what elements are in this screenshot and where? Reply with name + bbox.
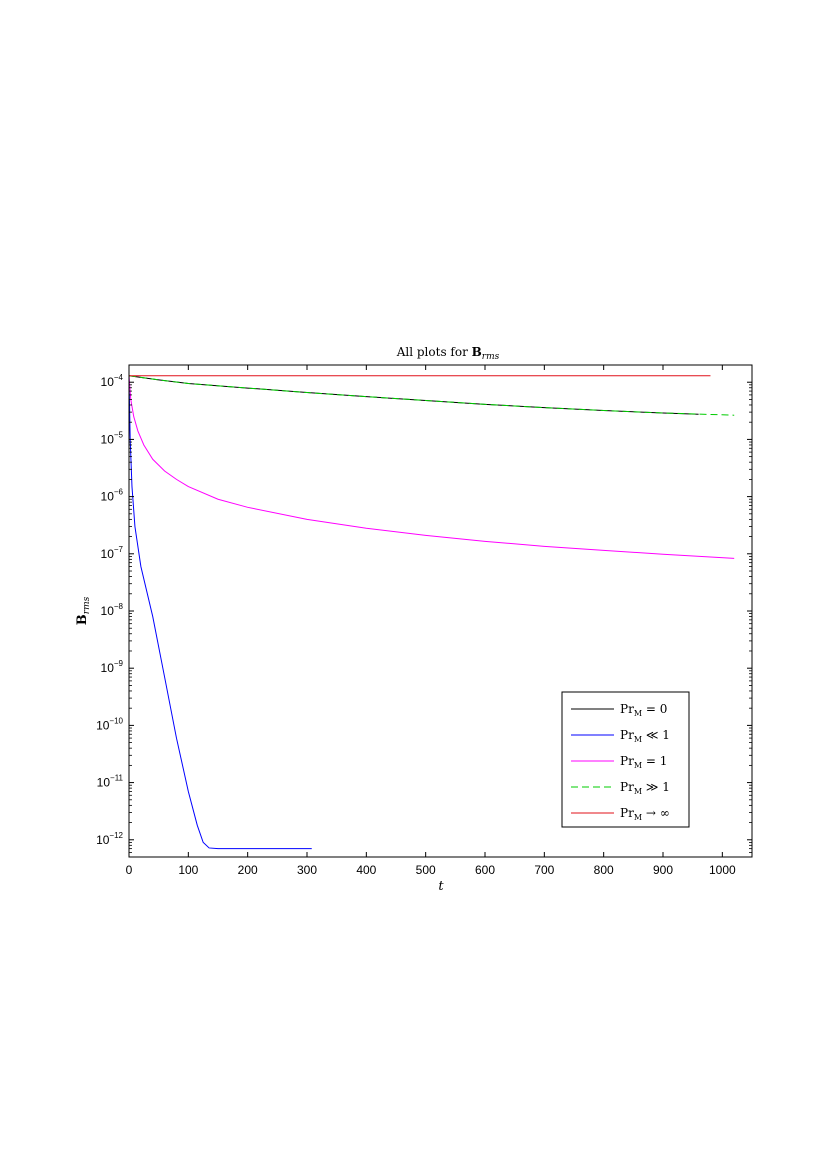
- x-tick-label: 200: [238, 863, 258, 877]
- legend-box: [561, 691, 690, 828]
- x-tick-label: 800: [594, 863, 614, 877]
- legend: PrM = 0 PrM ≪ 1 PrM = 1 PrM ≫ 1 PrM → ∞: [561, 691, 690, 828]
- x-tick-label: 700: [534, 863, 554, 877]
- y-tick-label: 10−4: [101, 373, 124, 389]
- chart-title-symbol: B: [472, 345, 482, 359]
- y-axis-label-symbol: B: [75, 614, 90, 625]
- x-tick-label: 0: [126, 863, 133, 877]
- y-tick-label: 10−7: [101, 545, 124, 561]
- series-line-2: [128, 375, 735, 559]
- y-tick-label: 10−9: [101, 659, 124, 675]
- x-tick-label: 500: [416, 863, 436, 877]
- legend-label-1: PrM ≪ 1: [620, 728, 670, 744]
- legend-label-3: PrM ≫ 1: [620, 780, 670, 796]
- series-line-0: [128, 375, 699, 415]
- legend-label-2: PrM = 1: [620, 754, 667, 770]
- series-line-1: [128, 375, 312, 850]
- y-tick-label: 10−8: [101, 602, 124, 618]
- x-axis-label: t: [438, 879, 444, 894]
- y-tick-label: 10−12: [96, 831, 123, 847]
- chart-title-prefix: All plots for: [396, 345, 472, 359]
- chart-title-subscript: rms: [482, 352, 500, 362]
- series-layer: [128, 375, 735, 850]
- y-tick-label: 10−10: [96, 716, 123, 732]
- series-line-3: [128, 375, 735, 416]
- y-axis-label: Brms: [75, 596, 92, 625]
- x-tick-label: 400: [356, 863, 376, 877]
- y-tick-label: 10−5: [101, 430, 124, 446]
- x-tick-label: 600: [475, 863, 495, 877]
- legend-label-4: PrM → ∞: [620, 806, 670, 822]
- x-tick-label: 900: [653, 863, 673, 877]
- x-tick-label: 1000: [709, 863, 736, 877]
- y-tick-label: 10−6: [101, 488, 124, 504]
- chart-title: All plots for Brms: [396, 345, 500, 362]
- legend-label-0: PrM = 0: [620, 702, 667, 718]
- x-tick-label: 100: [178, 863, 198, 877]
- plot-frame: [128, 364, 753, 858]
- y-axis-label-subscript: rms: [82, 596, 92, 614]
- x-tick-label: 300: [297, 863, 317, 877]
- y-tick-label: 10−11: [97, 774, 124, 790]
